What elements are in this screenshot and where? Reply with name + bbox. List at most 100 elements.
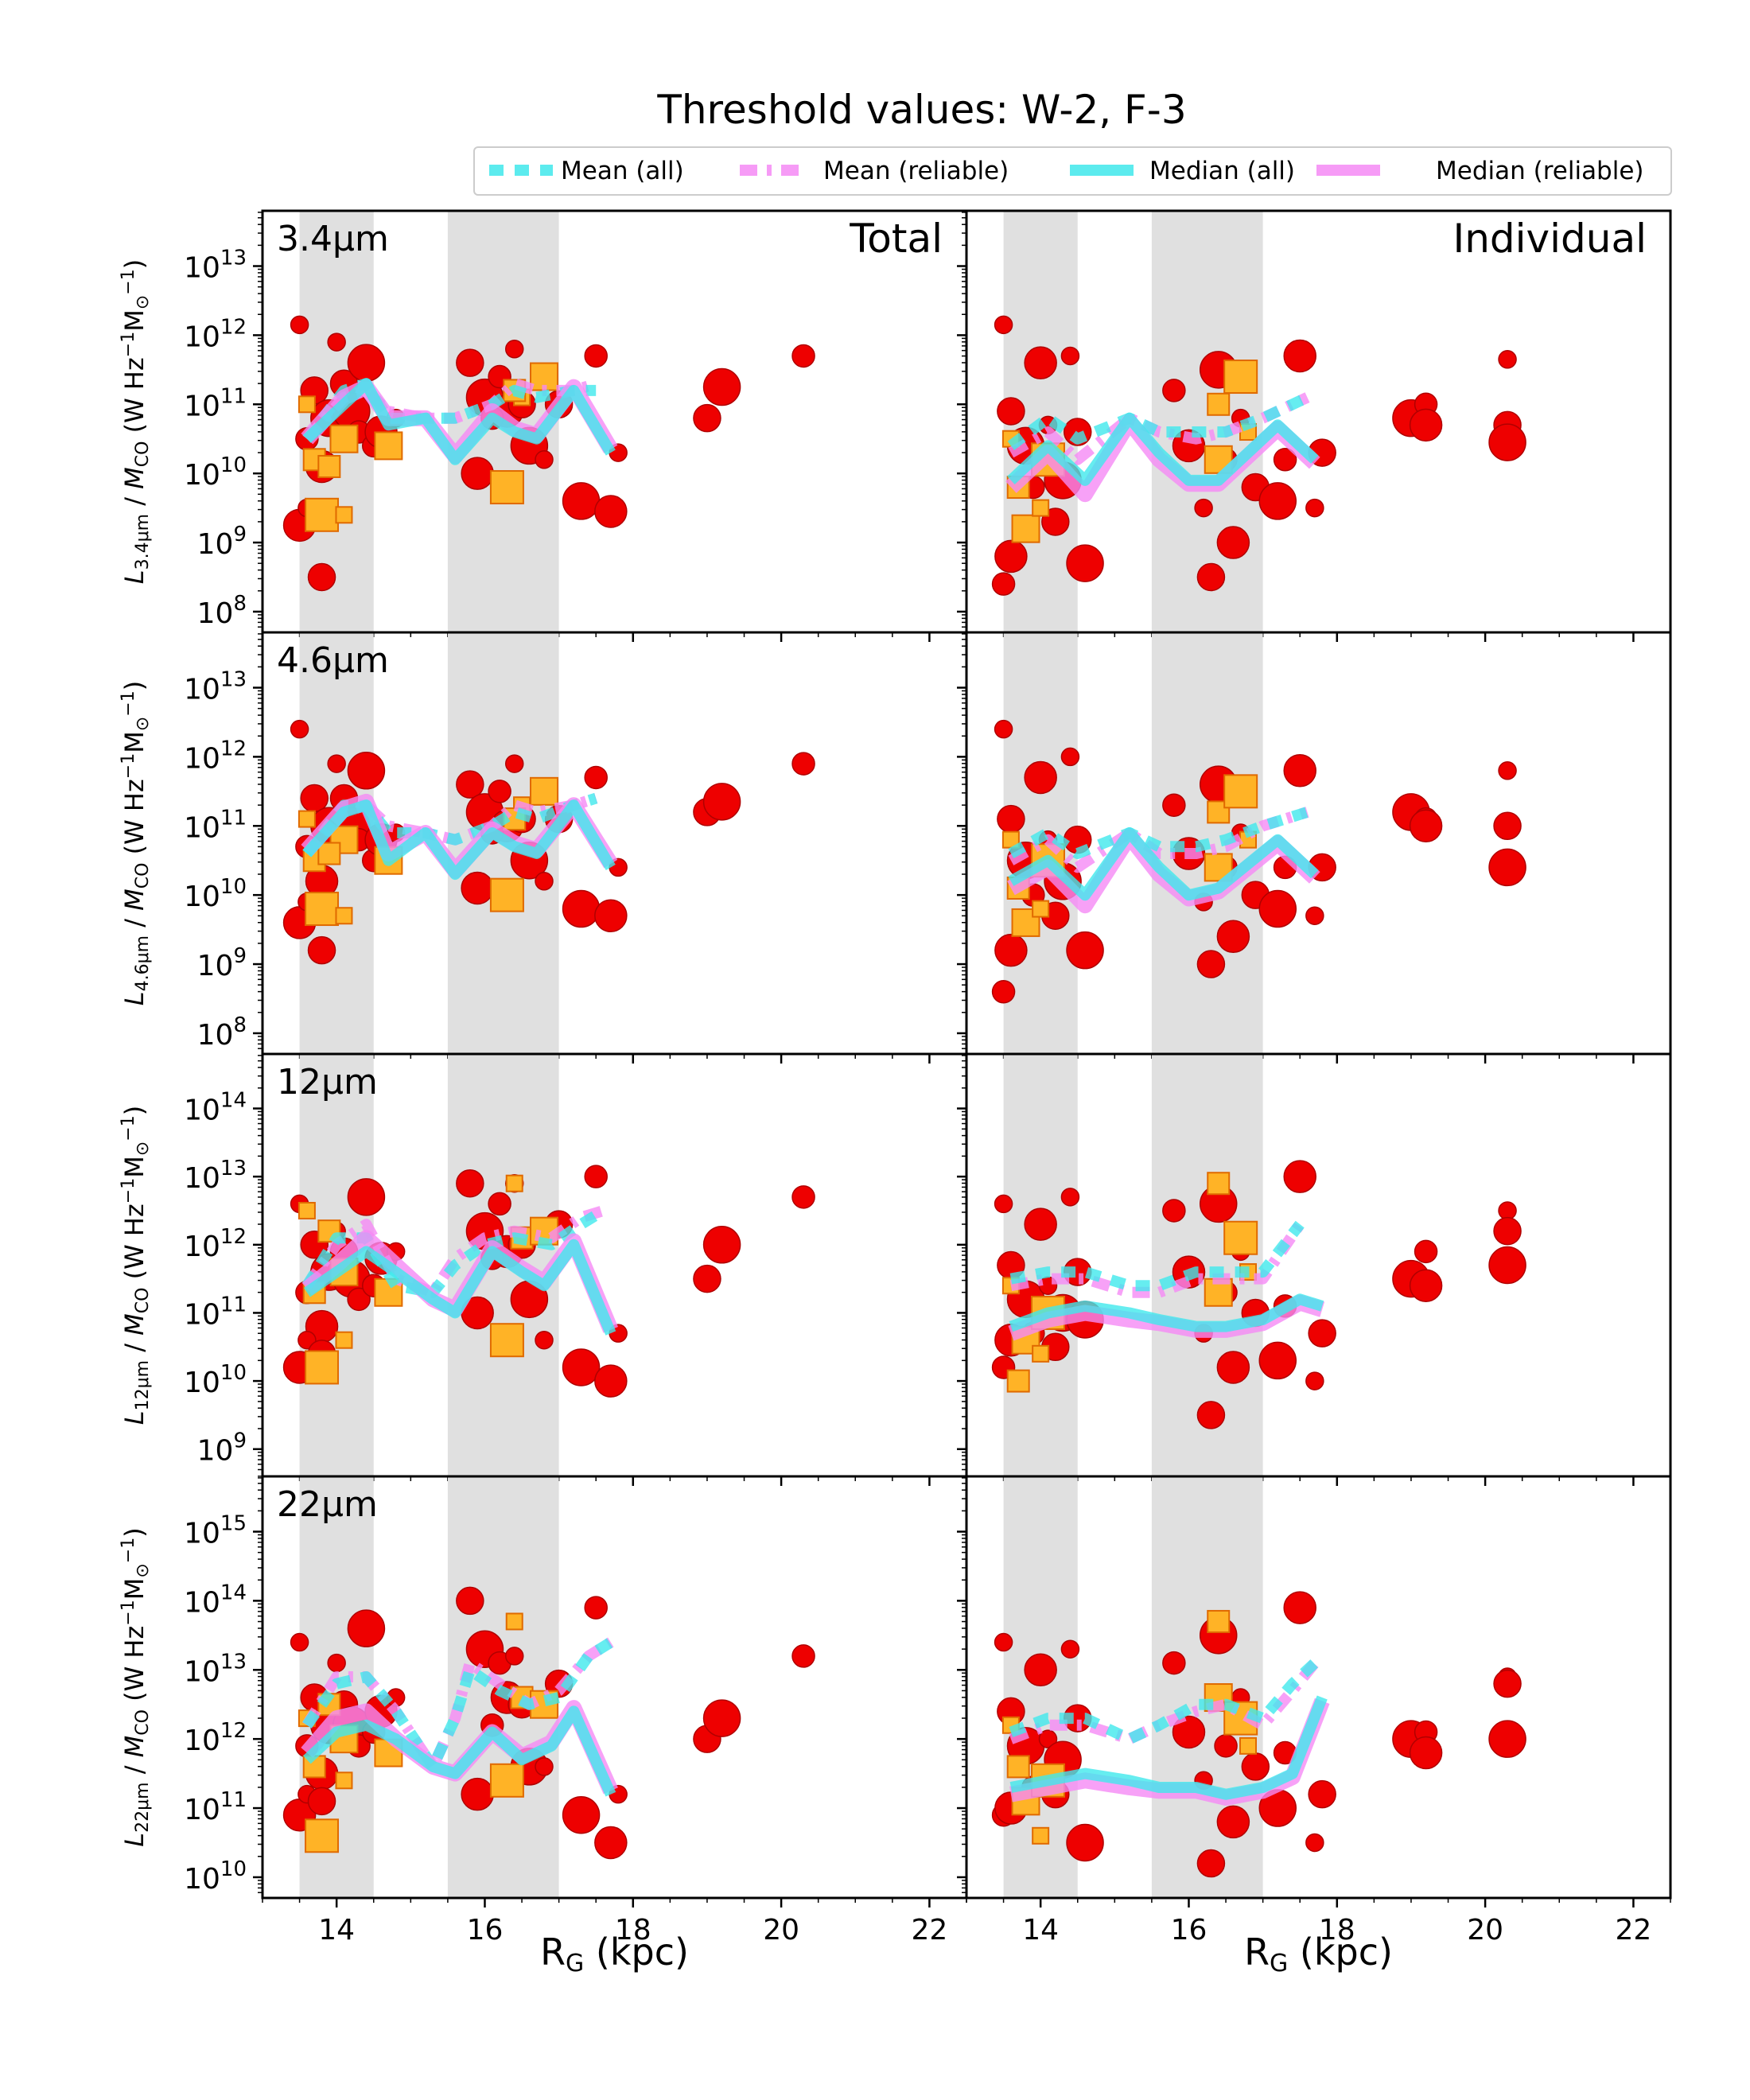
data-point: [1258, 889, 1297, 928]
data-point: [1409, 408, 1443, 442]
data-point: [1493, 1216, 1522, 1246]
data-point: [1196, 1401, 1226, 1429]
x-tick-label: 14: [318, 1914, 355, 1946]
data-point: [535, 1757, 554, 1776]
mean-all-line: [1009, 1659, 1319, 1745]
mean-all-line: [301, 1206, 607, 1298]
data-point: [1066, 1823, 1104, 1862]
x-tick-label: 22: [912, 1914, 948, 1946]
data-point: [991, 572, 1016, 596]
data-square: [298, 810, 316, 828]
median-all-line: [303, 1705, 616, 1797]
data-square: [1223, 360, 1258, 395]
data-point: [702, 783, 741, 821]
x-axis-label: RG (kpc): [1244, 1931, 1393, 1978]
data-point: [307, 562, 336, 592]
panel-plot-area: [282, 719, 815, 965]
data-point: [1308, 1319, 1336, 1348]
data-point: [1214, 1734, 1238, 1758]
data-point: [562, 889, 601, 928]
legend-label-0: Mean (all): [561, 157, 684, 185]
y-tick-label: 1012: [184, 1719, 247, 1757]
data-point: [1283, 754, 1316, 788]
x-tick-label: 18: [1319, 1914, 1355, 1946]
data-square: [1011, 908, 1040, 937]
data-point: [1024, 1653, 1057, 1687]
data-point: [1216, 920, 1250, 954]
data-point: [562, 1795, 601, 1834]
data-point: [488, 1192, 511, 1216]
data-point: [594, 1364, 628, 1398]
data-point: [1196, 1849, 1226, 1878]
data-point: [994, 539, 1028, 574]
data-point: [1216, 526, 1250, 559]
data-square: [305, 892, 340, 927]
data-square: [1223, 774, 1258, 809]
x-tick-label: 18: [615, 1914, 651, 1946]
data-point: [702, 1699, 741, 1737]
panel-plot-area: [991, 315, 1526, 596]
data-square: [335, 1331, 353, 1349]
data-square: [1207, 1172, 1231, 1196]
data-point: [290, 719, 309, 739]
band-label: 4.6μm: [277, 640, 389, 681]
data-point: [1196, 562, 1226, 592]
y-axis-label: L4.6μm / MCO (W Hz−1M⊙−1): [119, 681, 153, 1005]
legend-label-1: Mean (reliable): [823, 157, 1009, 185]
data-point: [347, 752, 386, 790]
data-point: [562, 482, 601, 520]
data-point: [1258, 1341, 1297, 1380]
mean-all-line: [302, 792, 598, 858]
panel-4.6um-individual: [957, 631, 1672, 1064]
data-point: [461, 871, 494, 905]
legend-label-2: Median (all): [1149, 157, 1295, 185]
data-point: [327, 1653, 346, 1673]
x-tick-label: 16: [1171, 1914, 1208, 1946]
data-point: [327, 332, 346, 352]
data-point: [693, 1264, 721, 1293]
data-square: [298, 395, 316, 414]
data-point: [1283, 339, 1316, 373]
data-point: [504, 1647, 524, 1666]
data-point: [1305, 1833, 1324, 1853]
data-point: [1038, 1729, 1058, 1748]
data-point: [1409, 1269, 1443, 1302]
data-point: [456, 348, 484, 377]
panel-22um-individual: 14 16 18 20 22: [957, 1475, 1672, 1946]
data-point: [584, 344, 608, 368]
legend-label-3: Median (reliable): [1436, 157, 1644, 185]
data-square: [335, 907, 353, 925]
data-square: [489, 1763, 524, 1798]
data-point: [1162, 1199, 1186, 1223]
data-square: [1006, 1369, 1030, 1393]
data-point: [1305, 1371, 1324, 1390]
panel-plot-area: [991, 1591, 1526, 1878]
data-square: [329, 424, 359, 453]
data-point: [1196, 950, 1226, 978]
data-point: [994, 1632, 1013, 1652]
column-title: Total: [849, 216, 943, 262]
data-point: [584, 1165, 608, 1188]
data-point: [791, 752, 815, 776]
data-square: [1006, 1755, 1030, 1779]
panel-3.4um-individual: Individual: [957, 209, 1672, 642]
x-tick-label: 20: [763, 1914, 799, 1946]
band-label: 3.4μm: [277, 219, 389, 259]
data-point: [1241, 1752, 1270, 1781]
median-all-line: [1008, 827, 1319, 901]
data-square: [489, 877, 524, 912]
column-title: Individual: [1452, 216, 1647, 262]
data-point: [1305, 906, 1324, 925]
data-point: [997, 804, 1025, 834]
legend: Mean (all) Mean (reliable) Median (all) Med…: [473, 146, 1672, 196]
data-point: [562, 1348, 601, 1386]
data-point: [1498, 350, 1517, 369]
data-point: [1488, 1720, 1526, 1758]
data-square: [1032, 900, 1050, 918]
data-square: [335, 1771, 353, 1790]
y-tick-label: 1010: [184, 1361, 247, 1399]
data-point: [1216, 1805, 1250, 1839]
x-tick-label: 16: [467, 1914, 504, 1946]
